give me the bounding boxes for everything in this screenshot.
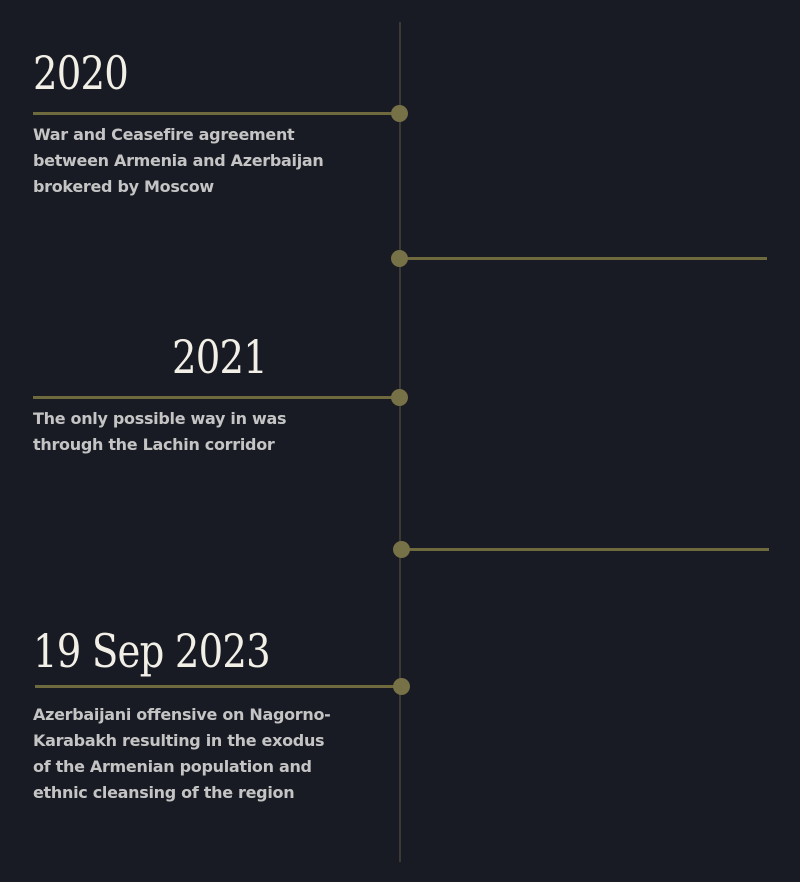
event-marker-dot <box>391 389 408 406</box>
event-marker-dot <box>391 105 408 122</box>
event-connector-line <box>33 112 400 115</box>
event-connector-line <box>35 685 402 688</box>
event-marker-dot <box>391 250 408 267</box>
timeline-axis <box>399 22 401 862</box>
event-connector-line <box>402 548 769 551</box>
event-marker-dot <box>393 678 410 695</box>
event-date: 2020 <box>33 46 129 100</box>
event-date: 2021 <box>172 330 268 384</box>
event-connector-line <box>400 257 767 260</box>
event-connector-line <box>33 396 400 399</box>
event-description: The only possible way in was through the… <box>33 409 287 454</box>
event-marker-dot <box>393 541 410 558</box>
event-description: War and Ceasefire agreement between Arme… <box>33 125 324 196</box>
event-date: 19 Sep 2023 <box>33 624 271 678</box>
event-description: Azerbaijani offensive on Nagorno-Karabak… <box>33 705 331 802</box>
